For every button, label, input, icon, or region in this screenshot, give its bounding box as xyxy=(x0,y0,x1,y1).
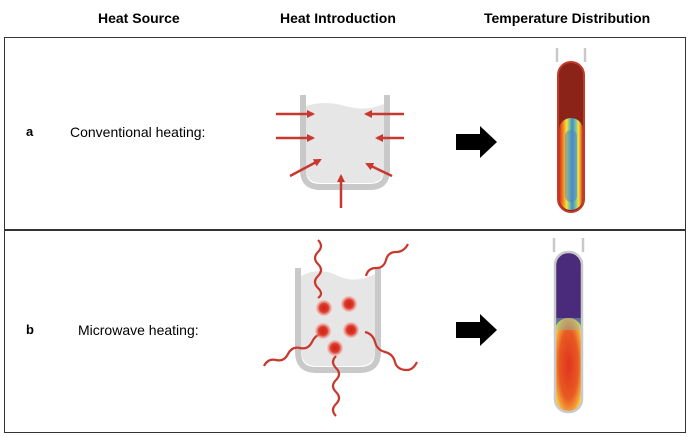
external-heat-arrows xyxy=(276,110,404,208)
header-heat-source: Heat Source xyxy=(98,10,180,26)
microwave-temperature-tube xyxy=(552,238,585,414)
microwave-hot-spots xyxy=(315,296,359,356)
conventional-temperature-tube xyxy=(555,48,587,213)
row-a-label: Conventional heating: xyxy=(70,124,206,140)
process-arrow-a xyxy=(456,126,497,158)
row-conventional xyxy=(4,37,686,230)
microwave-waves xyxy=(263,239,418,417)
row-microwave xyxy=(4,230,686,433)
header-temperature-distribution: Temperature Distribution xyxy=(484,10,651,26)
row-b-label: Microwave heating: xyxy=(78,322,199,338)
conventional-vessel xyxy=(300,95,390,190)
row-a-letter: a xyxy=(26,124,34,139)
header-heat-introduction: Heat Introduction xyxy=(280,10,396,26)
row-b-letter: b xyxy=(26,322,34,337)
process-arrow-b xyxy=(456,314,497,346)
